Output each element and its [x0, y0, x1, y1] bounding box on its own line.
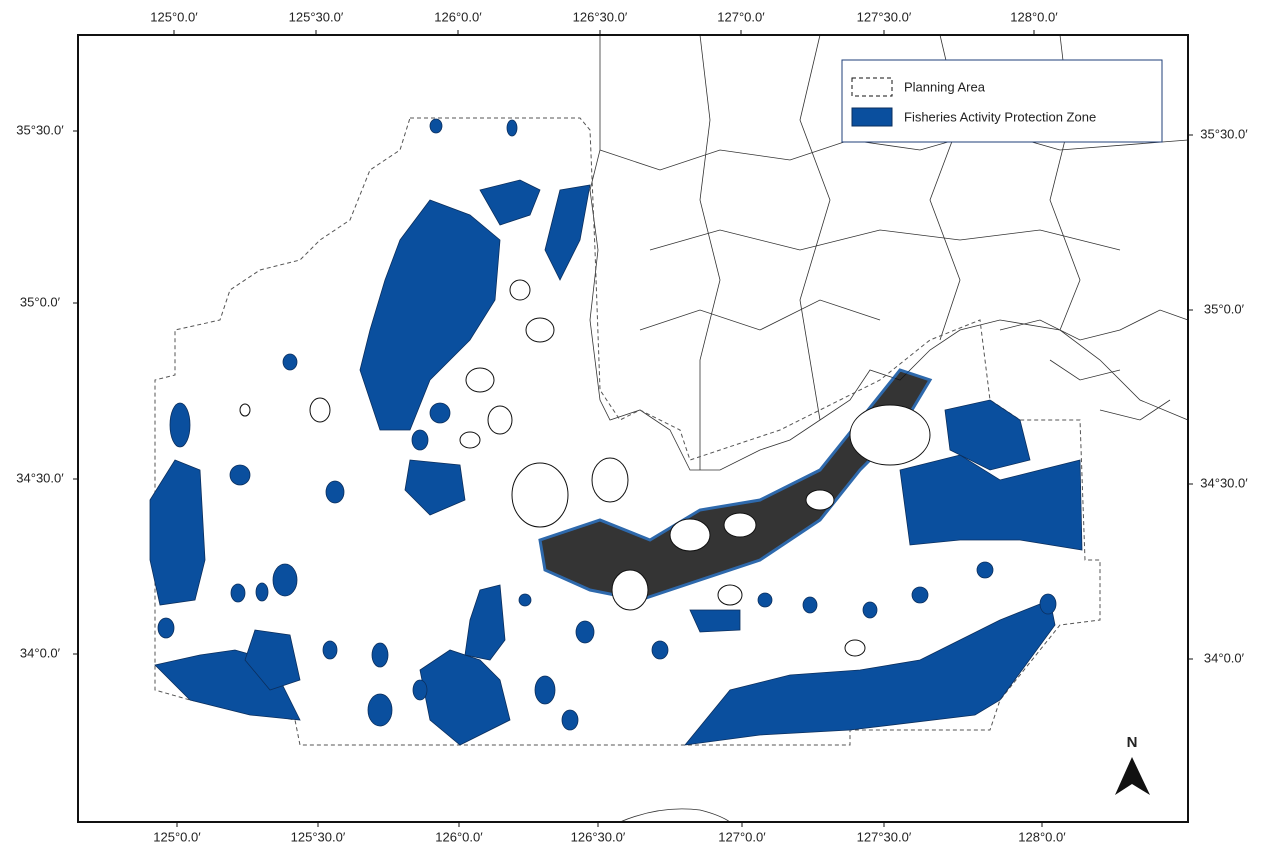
coastline-islands: [239, 279, 1189, 823]
x-tick-label: 125°0.0′: [150, 9, 198, 24]
x-tick-label: 126°0.0′: [434, 9, 482, 24]
x-tick-label: 125°30.0′: [291, 829, 346, 844]
fisheries-zones: [149, 118, 1083, 746]
legend-swatch: [851, 77, 893, 97]
x-tick-label: 125°30.0′: [289, 9, 344, 24]
arrow-left: [1115, 757, 1132, 795]
x-tick-label: 128°0.0′: [1010, 9, 1058, 24]
graticule-ticks: 125°0.0′ 125°0.0′ 125°30.0′ 125°30.0′ 126°0.…: [16, 9, 1248, 844]
legend-label: Fisheries Activity Protection Zone: [904, 109, 1096, 124]
y-tick-label: 34°30.0′: [1200, 475, 1248, 490]
arrow-right: [1132, 757, 1150, 795]
y-tick-label: 34°30.0′: [16, 470, 64, 485]
x-tick-label: 126°0.0′: [435, 829, 483, 844]
x-tick-label: 127°0.0′: [718, 829, 766, 844]
legend: Planning Area Fisheries Activity Protect…: [841, 59, 1163, 143]
y-tick-label: 35°30.0′: [1200, 126, 1248, 141]
north-arrow: N: [1115, 734, 1150, 795]
map-area: [149, 34, 1189, 823]
map-frame: [77, 34, 1189, 823]
y-tick-label: 34°0.0′: [1204, 650, 1245, 665]
y-tick-label: 35°0.0′: [20, 294, 61, 309]
x-tick-label: 125°0.0′: [153, 829, 201, 844]
x-tick-label: 127°30.0′: [857, 829, 912, 844]
x-tick-label: 128°0.0′: [1018, 829, 1066, 844]
north-label: N: [1127, 734, 1138, 751]
land-boundaries: [589, 34, 1189, 471]
legend-box: [841, 59, 1163, 143]
y-tick-label: 35°30.0′: [16, 122, 64, 137]
y-tick-label: 34°0.0′: [20, 645, 61, 660]
x-tick-label: 127°30.0′: [857, 9, 912, 24]
legend-swatch: [851, 107, 893, 127]
y-tick-label: 35°0.0′: [1204, 301, 1245, 316]
legend-label: Planning Area: [904, 79, 986, 94]
x-tick-label: 126°30.0′: [571, 829, 626, 844]
x-tick-label: 126°30.0′: [573, 9, 628, 24]
planning-area-boundary: [154, 117, 1101, 746]
x-tick-label: 127°0.0′: [717, 9, 765, 24]
